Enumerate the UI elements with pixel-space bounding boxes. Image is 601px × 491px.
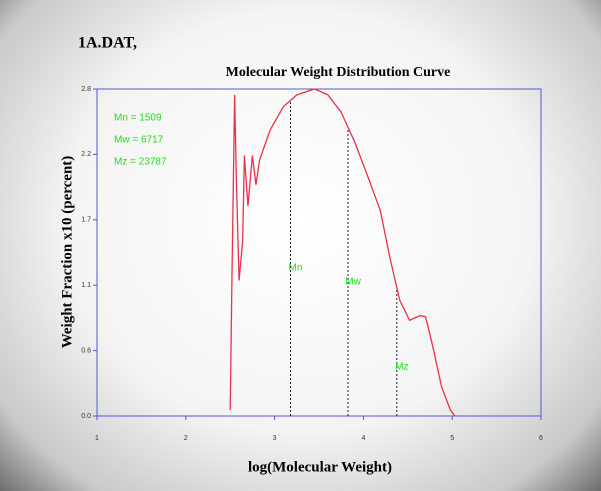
y-tick-label: 1.7	[81, 217, 91, 224]
x-axis-label: log(Molecular Weight)	[248, 459, 392, 475]
y-axis-label: Weight Fraction x10 (percent)	[59, 156, 75, 349]
y-tick-label: 1.1	[81, 282, 91, 289]
stat-annotation: Mn = 1509	[114, 113, 162, 124]
file-header: 1A.DAT,	[78, 35, 137, 52]
distribution-curve	[229, 88, 456, 417]
x-tick-label: 4	[361, 435, 365, 442]
x-tick-label: 5	[450, 435, 454, 442]
moment-label: Mn	[289, 263, 303, 274]
plot-frame	[96, 88, 542, 417]
moment-label: Mz	[395, 362, 408, 373]
moment-label: Mw	[345, 277, 361, 288]
y-tick-label: 0.0	[81, 413, 91, 420]
y-tick-label: 2.2	[81, 151, 91, 158]
x-tick-label: 6	[539, 435, 543, 442]
stat-annotation: Mz = 23787	[114, 157, 167, 168]
y-tick-label: 0.6	[81, 347, 91, 354]
chart-title: Molecular Weight Distribution Curve	[226, 65, 451, 80]
x-tick-label: 1	[95, 435, 99, 442]
x-tick-label: 2	[184, 435, 188, 442]
stat-annotation: Mw = 6717	[114, 135, 164, 146]
y-tick-label: 2.8	[81, 86, 91, 93]
x-tick-label: 3	[273, 435, 277, 442]
